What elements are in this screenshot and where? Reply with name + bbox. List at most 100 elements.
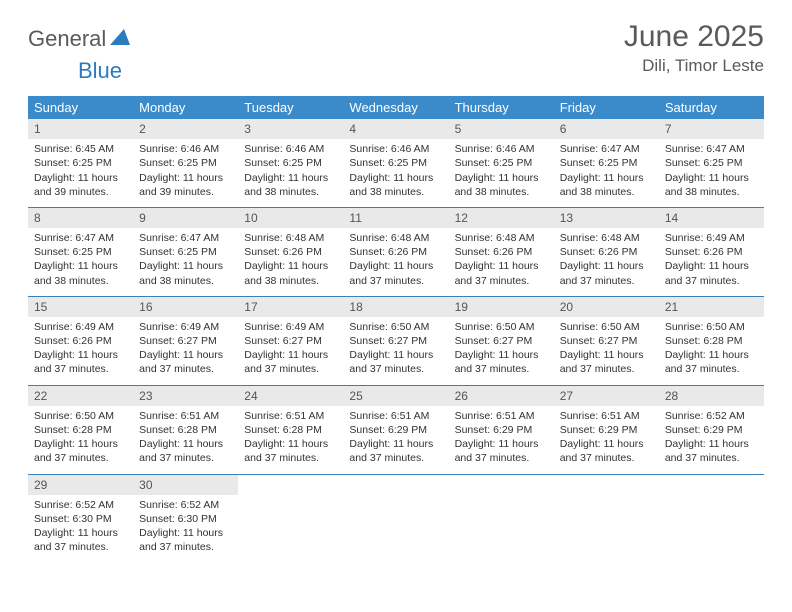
calendar: SundayMondayTuesdayWednesdayThursdayFrid… xyxy=(28,96,764,562)
day-20: 20Sunrise: 6:50 AMSunset: 6:27 PMDayligh… xyxy=(554,297,659,385)
day-d1: Daylight: 11 hours xyxy=(665,259,758,273)
day-d1: Daylight: 11 hours xyxy=(455,348,548,362)
day-number: 17 xyxy=(238,297,343,317)
day-ss: Sunset: 6:25 PM xyxy=(244,156,337,170)
day-sr: Sunrise: 6:49 AM xyxy=(34,320,127,334)
day-d2: and 37 minutes. xyxy=(455,362,548,376)
day-d2: and 37 minutes. xyxy=(244,451,337,465)
weekday-thursday: Thursday xyxy=(449,96,554,119)
day-d2: and 38 minutes. xyxy=(34,274,127,288)
day-d1: Daylight: 11 hours xyxy=(349,348,442,362)
day-sr: Sunrise: 6:50 AM xyxy=(560,320,653,334)
day-d2: and 39 minutes. xyxy=(34,185,127,199)
day-sr: Sunrise: 6:52 AM xyxy=(139,498,232,512)
day-d1: Daylight: 11 hours xyxy=(560,171,653,185)
day-d1: Daylight: 11 hours xyxy=(560,437,653,451)
day-d2: and 38 minutes. xyxy=(560,185,653,199)
day-number: 18 xyxy=(343,297,448,317)
day-d2: and 38 minutes. xyxy=(455,185,548,199)
day-sr: Sunrise: 6:46 AM xyxy=(455,142,548,156)
day-number: 24 xyxy=(238,386,343,406)
day-number: 22 xyxy=(28,386,133,406)
day-ss: Sunset: 6:25 PM xyxy=(455,156,548,170)
day-body: Sunrise: 6:49 AMSunset: 6:26 PMDaylight:… xyxy=(659,231,764,288)
day-d2: and 38 minutes. xyxy=(244,274,337,288)
day-14: 14Sunrise: 6:49 AMSunset: 6:26 PMDayligh… xyxy=(659,208,764,296)
day-sr: Sunrise: 6:51 AM xyxy=(139,409,232,423)
day-body: Sunrise: 6:47 AMSunset: 6:25 PMDaylight:… xyxy=(28,231,133,288)
day-number: 5 xyxy=(449,119,554,139)
day-number: 15 xyxy=(28,297,133,317)
day-ss: Sunset: 6:28 PM xyxy=(34,423,127,437)
month-title: June 2025 xyxy=(624,20,764,54)
day-d2: and 37 minutes. xyxy=(349,362,442,376)
day-sr: Sunrise: 6:50 AM xyxy=(665,320,758,334)
day-d1: Daylight: 11 hours xyxy=(244,348,337,362)
day-body: Sunrise: 6:47 AMSunset: 6:25 PMDaylight:… xyxy=(554,142,659,199)
day-number: 29 xyxy=(28,475,133,495)
day-16: 16Sunrise: 6:49 AMSunset: 6:27 PMDayligh… xyxy=(133,297,238,385)
day-sr: Sunrise: 6:49 AM xyxy=(244,320,337,334)
day-body: Sunrise: 6:45 AMSunset: 6:25 PMDaylight:… xyxy=(28,142,133,199)
day-number: 8 xyxy=(28,208,133,228)
day-number: 16 xyxy=(133,297,238,317)
day-d2: and 37 minutes. xyxy=(34,451,127,465)
day-d2: and 37 minutes. xyxy=(34,540,127,554)
day-sr: Sunrise: 6:45 AM xyxy=(34,142,127,156)
day-body: Sunrise: 6:50 AMSunset: 6:28 PMDaylight:… xyxy=(28,409,133,466)
day-ss: Sunset: 6:26 PM xyxy=(349,245,442,259)
day-d2: and 37 minutes. xyxy=(139,451,232,465)
day-body: Sunrise: 6:49 AMSunset: 6:26 PMDaylight:… xyxy=(28,320,133,377)
day-sr: Sunrise: 6:52 AM xyxy=(34,498,127,512)
day-ss: Sunset: 6:25 PM xyxy=(34,245,127,259)
day-number: 21 xyxy=(659,297,764,317)
day-4: 4Sunrise: 6:46 AMSunset: 6:25 PMDaylight… xyxy=(343,119,448,207)
day-number: 4 xyxy=(343,119,448,139)
day-number: 19 xyxy=(449,297,554,317)
day-11: 11Sunrise: 6:48 AMSunset: 6:26 PMDayligh… xyxy=(343,208,448,296)
day-12: 12Sunrise: 6:48 AMSunset: 6:26 PMDayligh… xyxy=(449,208,554,296)
day-body: Sunrise: 6:49 AMSunset: 6:27 PMDaylight:… xyxy=(238,320,343,377)
day-sr: Sunrise: 6:48 AM xyxy=(455,231,548,245)
day-ss: Sunset: 6:28 PM xyxy=(244,423,337,437)
day-d2: and 37 minutes. xyxy=(139,540,232,554)
day-body: Sunrise: 6:51 AMSunset: 6:28 PMDaylight:… xyxy=(238,409,343,466)
day-ss: Sunset: 6:26 PM xyxy=(34,334,127,348)
logo: General xyxy=(28,20,132,52)
day-body: Sunrise: 6:46 AMSunset: 6:25 PMDaylight:… xyxy=(238,142,343,199)
day-d1: Daylight: 11 hours xyxy=(244,259,337,273)
day-d2: and 38 minutes. xyxy=(139,274,232,288)
day-15: 15 Sunrise: 6:49 AMSunset: 6:26 PMDayligh… xyxy=(28,297,133,385)
day-d1: Daylight: 11 hours xyxy=(455,259,548,273)
day-d1: Daylight: 11 hours xyxy=(139,171,232,185)
day-d2: and 37 minutes. xyxy=(665,274,758,288)
day-23: 23Sunrise: 6:51 AMSunset: 6:28 PMDayligh… xyxy=(133,386,238,474)
day-number: 7 xyxy=(659,119,764,139)
day-d1: Daylight: 11 hours xyxy=(139,259,232,273)
day-28: 28Sunrise: 6:52 AMSunset: 6:29 PMDayligh… xyxy=(659,386,764,474)
day-empty xyxy=(343,475,448,563)
day-ss: Sunset: 6:25 PM xyxy=(139,156,232,170)
day-d1: Daylight: 11 hours xyxy=(665,348,758,362)
day-empty xyxy=(238,475,343,563)
week-row: 15Sunrise: 6:49 AMSunset: 6:26 PMDayligh… xyxy=(28,296,764,385)
day-d1: Daylight: 11 hours xyxy=(244,437,337,451)
day-d2: and 38 minutes. xyxy=(349,185,442,199)
day-sr: Sunrise: 6:49 AM xyxy=(665,231,758,245)
day-d1: Daylight: 11 hours xyxy=(665,437,758,451)
day-sr: Sunrise: 6:49 AM xyxy=(139,320,232,334)
day-d1: Daylight: 11 hours xyxy=(34,526,127,540)
day-ss: Sunset: 6:27 PM xyxy=(244,334,337,348)
day-sr: Sunrise: 6:47 AM xyxy=(560,142,653,156)
day-sr: Sunrise: 6:51 AM xyxy=(560,409,653,423)
day-30: 30Sunrise: 6:52 AMSunset: 6:30 PMDayligh… xyxy=(133,475,238,563)
day-d2: and 37 minutes. xyxy=(455,451,548,465)
day-d2: and 37 minutes. xyxy=(560,362,653,376)
day-d1: Daylight: 11 hours xyxy=(349,437,442,451)
day-ss: Sunset: 6:29 PM xyxy=(349,423,442,437)
day-ss: Sunset: 6:25 PM xyxy=(665,156,758,170)
day-body: Sunrise: 6:46 AMSunset: 6:25 PMDaylight:… xyxy=(133,142,238,199)
day-1: 1Sunrise: 6:45 AMSunset: 6:25 PMDaylight… xyxy=(28,119,133,207)
day-number: 28 xyxy=(659,386,764,406)
day-sr: Sunrise: 6:48 AM xyxy=(244,231,337,245)
